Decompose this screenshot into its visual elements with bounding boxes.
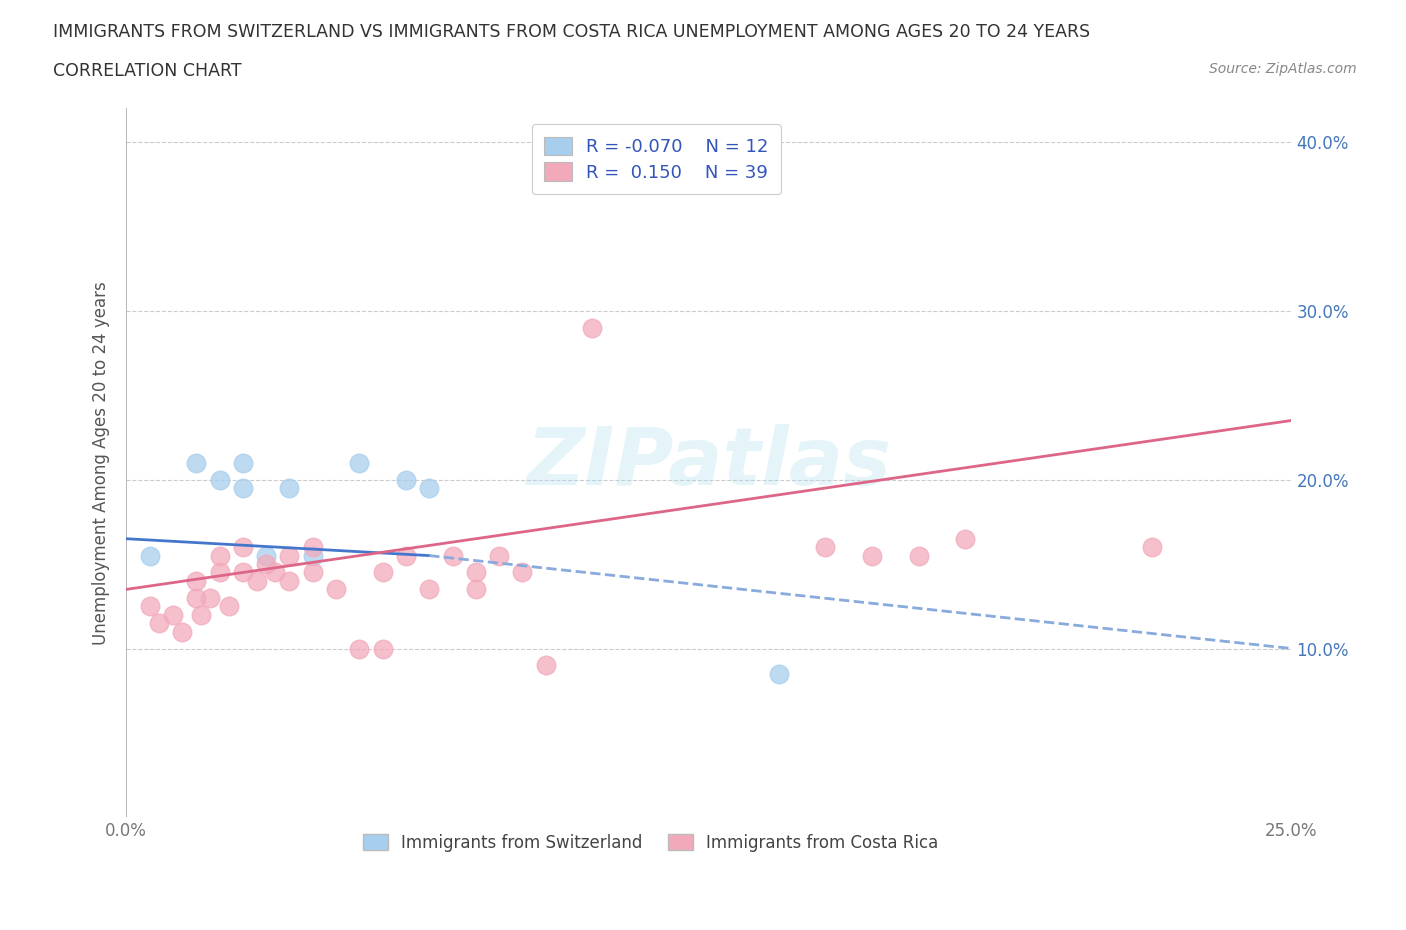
Point — [208, 472, 231, 487]
Point — [534, 658, 557, 672]
Point — [254, 548, 277, 563]
Point — [190, 607, 212, 622]
Point — [441, 548, 464, 563]
Point — [301, 548, 323, 563]
Text: ZIPatlas: ZIPatlas — [526, 424, 891, 501]
Point — [186, 456, 208, 471]
Point — [138, 548, 160, 563]
Point — [301, 539, 323, 554]
Point — [254, 557, 277, 572]
Point — [418, 582, 440, 597]
Y-axis label: Unemployment Among Ages 20 to 24 years: Unemployment Among Ages 20 to 24 years — [93, 281, 110, 644]
Point — [172, 624, 194, 639]
Point — [395, 472, 418, 487]
Point — [278, 481, 301, 496]
Point — [278, 548, 301, 563]
Point — [138, 599, 160, 614]
Point — [232, 456, 254, 471]
Point — [768, 667, 790, 682]
Point — [186, 574, 208, 589]
Point — [246, 574, 269, 589]
Legend: Immigrants from Switzerland, Immigrants from Costa Rica: Immigrants from Switzerland, Immigrants … — [356, 828, 945, 858]
Point — [264, 565, 287, 580]
Point — [208, 565, 231, 580]
Point — [278, 574, 301, 589]
Point — [162, 607, 184, 622]
Point — [232, 565, 254, 580]
Point — [814, 539, 837, 554]
Point — [860, 548, 883, 563]
Point — [464, 565, 486, 580]
Point — [488, 548, 510, 563]
Point — [721, 168, 744, 183]
Point — [418, 481, 440, 496]
Point — [395, 548, 418, 563]
Point — [148, 616, 170, 631]
Point — [907, 548, 929, 563]
Text: Source: ZipAtlas.com: Source: ZipAtlas.com — [1209, 62, 1357, 76]
Point — [218, 599, 240, 614]
Point — [198, 591, 221, 605]
Point — [512, 565, 534, 580]
Point — [953, 531, 976, 546]
Point — [186, 591, 208, 605]
Point — [232, 481, 254, 496]
Point — [325, 582, 347, 597]
Point — [371, 641, 394, 656]
Point — [371, 565, 394, 580]
Point — [1140, 539, 1163, 554]
Text: IMMIGRANTS FROM SWITZERLAND VS IMMIGRANTS FROM COSTA RICA UNEMPLOYMENT AMONG AGE: IMMIGRANTS FROM SWITZERLAND VS IMMIGRANT… — [53, 23, 1091, 41]
Point — [301, 565, 323, 580]
Point — [464, 582, 486, 597]
Point — [349, 641, 371, 656]
Point — [208, 548, 231, 563]
Point — [349, 456, 371, 471]
Point — [232, 539, 254, 554]
Point — [581, 320, 603, 335]
Text: CORRELATION CHART: CORRELATION CHART — [53, 62, 242, 80]
